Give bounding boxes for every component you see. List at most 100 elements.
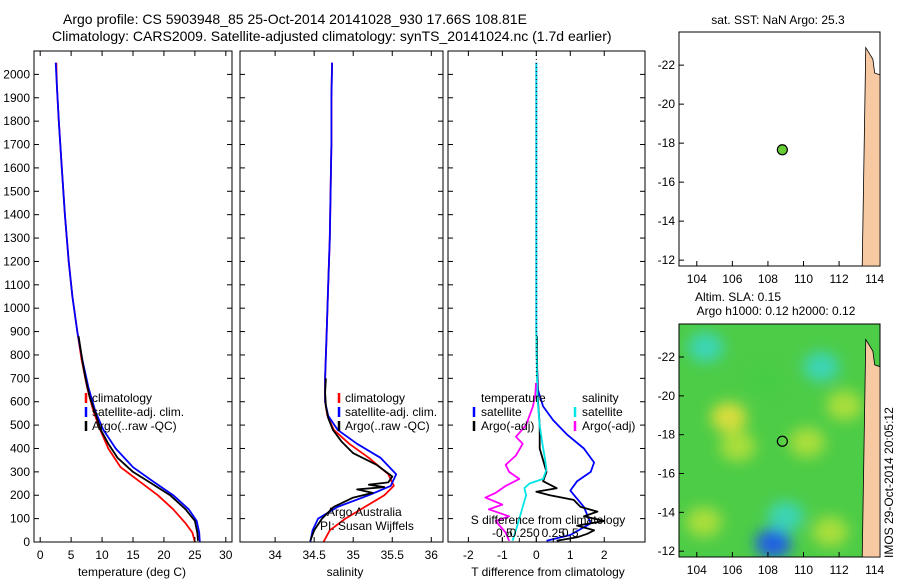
- diff-legend-t-argo: Argo(-adj): [481, 419, 534, 433]
- difference-s-tick-label: -0.5: [492, 526, 513, 540]
- difference-xlabel-top: S difference from climatology: [471, 513, 626, 527]
- salinity-xtick-label: 35.5: [381, 548, 405, 562]
- temperature-xtick-label: 30: [219, 548, 233, 562]
- temperature-ytick-label: 200: [10, 488, 30, 502]
- temperature-xtick-label: 5: [68, 548, 75, 562]
- sla-map-anomaly-blob: [755, 528, 792, 557]
- temperature-ytick-label: 2000: [3, 67, 30, 81]
- figure-title-line1: Argo profile: CS 5903948_85 25-Oct-2014 …: [63, 11, 527, 27]
- footer-vertical-stamp: IMOS 29-Oct-2014 20:05:12: [882, 407, 896, 558]
- difference-s-tick-label: 0.5: [562, 526, 579, 540]
- difference-s-tick-label: 0.25: [542, 526, 566, 540]
- sla-map-anomaly-blob: [687, 332, 724, 363]
- sla-map-ytick-label: -12: [658, 544, 676, 558]
- sla-map-anomaly-blob: [812, 516, 849, 547]
- sla-map-anomaly-blob: [826, 390, 863, 421]
- sla-map-title-line2: Argo h1000: 0.12 h2000: 0.12: [697, 304, 856, 318]
- temperature-xlabel: temperature (deg C): [78, 565, 186, 579]
- temperature-ytick-label: 1500: [3, 184, 30, 198]
- temp-legend-climatology: climatology: [92, 391, 152, 405]
- sla-map-anomaly-blob: [803, 351, 840, 382]
- sla-map-xtick-label: 108: [758, 563, 778, 577]
- temperature-xtick-label: 0: [37, 548, 44, 562]
- difference-series-s-argo: [484, 382, 537, 542]
- sla-map-ytick-label: -22: [658, 350, 676, 364]
- diff-legend-salinity-title: salinity: [582, 391, 619, 405]
- difference-xtick-label: 0: [533, 548, 540, 562]
- salinity-xtick-label: 35: [347, 548, 361, 562]
- difference-xtick-label: -1: [497, 548, 508, 562]
- temperature-xtick-label: 10: [95, 548, 109, 562]
- salinity-xtick-label: 34.5: [302, 548, 326, 562]
- sst-map-ytick-label: -16: [658, 175, 676, 189]
- temperature-xtick-label: 25: [188, 548, 202, 562]
- temperature-ytick-label: 800: [10, 348, 30, 362]
- difference-xtick-label: 1: [567, 548, 574, 562]
- sst-map-ytick-label: -22: [658, 58, 676, 72]
- sla-map-anomaly-blob: [719, 431, 756, 462]
- sst-map-ytick-label: -20: [658, 97, 676, 111]
- temp-legend-argo: Argo(..raw -QC): [92, 419, 177, 433]
- temperature-ytick-label: 100: [10, 512, 30, 526]
- diff-legend-s-satellite: satellite: [582, 405, 623, 419]
- diff-legend-s-argo: Argo(-adj): [582, 419, 635, 433]
- temperature-ytick-label: 700: [10, 371, 30, 385]
- difference-xtick-label: -2: [463, 548, 474, 562]
- temperature-ytick-label: 600: [10, 395, 30, 409]
- sla-map-title-line1: Altim. SLA: 0.15: [695, 290, 781, 304]
- salinity-axes-frame: [239, 50, 444, 543]
- difference-s-tick-label: 0: [533, 526, 540, 540]
- sal-legend-climatology: climatology: [345, 391, 405, 405]
- sla-map-xtick-label: 104: [687, 563, 707, 577]
- temperature-ytick-label: 0: [23, 535, 30, 549]
- temperature-series-satellite: [54, 62, 201, 543]
- sla-map-anomaly-blob: [685, 507, 722, 538]
- temperature-series-climatology: [55, 62, 196, 543]
- difference-xtick-label: 2: [601, 548, 608, 562]
- sst-map-land: [861, 46, 881, 267]
- salinity-series-satellite: [309, 62, 398, 543]
- sla-map-ytick-label: -16: [658, 467, 676, 481]
- diff-legend-temperature-title: temperature: [481, 391, 546, 405]
- sal-legend-argo: Argo(..raw -QC): [345, 419, 430, 433]
- sal-legend-satellite: satellite-adj. clim.: [345, 405, 437, 419]
- sla-map-land: [861, 338, 881, 558]
- salinity-xtick-label: 36: [425, 548, 439, 562]
- sla-map-ytick-label: -18: [658, 428, 676, 442]
- sst-map-xtick-label: 108: [758, 272, 778, 286]
- sla-map-xtick-label: 106: [722, 563, 742, 577]
- sst-map-argo-location-marker: [776, 144, 788, 156]
- temperature-xtick-label: 15: [126, 548, 140, 562]
- sla-map-anomaly-blob: [748, 365, 785, 396]
- temperature-ytick-label: 500: [10, 418, 30, 432]
- sla-map-field: [685, 332, 863, 557]
- sla-map-ytick-label: -20: [658, 389, 676, 403]
- sla-map-argo-location-marker: [776, 435, 788, 447]
- temperature-ytick-label: 1700: [3, 138, 30, 152]
- temperature-series-argo: [77, 336, 199, 541]
- diff-legend-t-satellite: satellite: [481, 405, 522, 419]
- sal-annotation-line1: Argo Australia: [327, 505, 402, 519]
- temperature-ytick-label: 300: [10, 465, 30, 479]
- difference-series-s-satellite: [511, 62, 548, 542]
- sst-map-title: sat. SST: NaN Argo: 25.3: [711, 13, 845, 27]
- temperature-ytick-label: 1600: [3, 161, 30, 175]
- salinity-xlabel: salinity: [327, 565, 364, 579]
- difference-axes-frame: [447, 50, 646, 543]
- salinity-series-argo: [309, 378, 394, 542]
- sla-map-ytick-label: -14: [658, 505, 676, 519]
- salinity-xtick-label: 34: [268, 548, 282, 562]
- sst-map-xtick-label: 112: [830, 272, 849, 286]
- figure-title-line2: Climatology: CARS2009. Satellite-adjuste…: [52, 28, 612, 44]
- temperature-ytick-label: 900: [10, 325, 30, 339]
- temperature-ytick-label: 1000: [3, 301, 30, 315]
- sla-map-anomaly-blob: [767, 501, 804, 532]
- difference-s-tick-label: -0.25: [506, 526, 534, 540]
- temperature-xtick-label: 20: [157, 548, 171, 562]
- sst-map-ytick-label: -18: [658, 136, 676, 150]
- temperature-ytick-label: 1100: [4, 278, 30, 292]
- sla-map-anomaly-blob: [789, 427, 826, 458]
- difference-xlabel: T difference from climatology: [471, 565, 625, 579]
- temp-legend-satellite: satellite-adj. clim.: [92, 405, 184, 419]
